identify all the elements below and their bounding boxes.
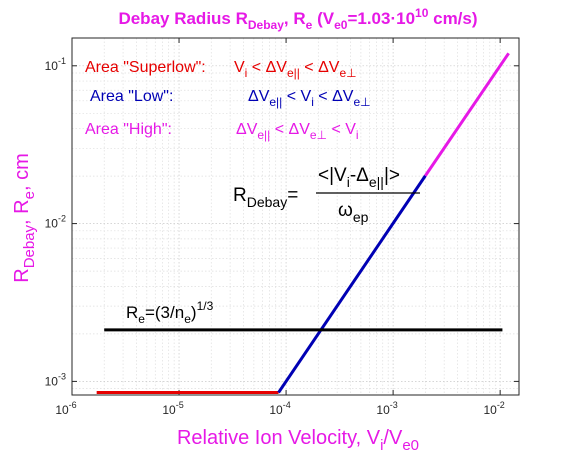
debay-formula-numerator: <|Vi-Δe|||> [318,165,400,190]
annotation-low: Area "Low": [90,88,173,105]
y-tick-label: 10-2 [45,214,66,231]
annotation-superlow: Area "Superlow": [85,59,206,76]
annotation-high-cond: ΔVe|| < ΔVe⊥ < Vi [236,121,359,142]
debay-formula: RDebay= <|Vi-Δe|||> ωep [233,165,420,225]
y-tick-label: 10-3 [45,371,66,388]
series-line-3 [424,52,510,177]
annotation-low-cond: ΔVe|| < Vi < ΔVe⊥ [248,88,371,109]
x-axis-label: Relative Ion Velocity, Vi/Ve0 [177,427,419,454]
y-axis-label: RDebay, Re, cm [11,153,38,283]
y-tick-label: 10-1 [45,56,66,73]
plot-grid [71,38,519,395]
re-formula: Re=(3/ne)1/3 [126,299,214,326]
plot-frame [71,37,520,396]
axis-ticks: 10-6 10-5 10-4 10-3 10-2 10-3 10-2 10-1 [45,38,519,417]
chart-title: Debay Radius RDebay, Re (Ve0=1.03·1010 c… [118,6,477,32]
x-tick-label: 10-5 [162,400,183,417]
x-tick-label: 10-4 [269,400,290,417]
x-tick-label: 10-2 [483,400,504,417]
x-tick-label: 10-3 [376,400,397,417]
series-line-2 [277,174,427,394]
annotation-high: Area "High": [85,121,172,138]
series-group [96,52,510,395]
debay-formula-lhs: RDebay= [233,185,298,210]
x-tick-label: 10-6 [55,400,76,417]
annotation-superlow-cond: Vi < ΔVe|| < ΔVe⊥ [234,59,357,80]
debay-formula-denominator: ωep [338,200,369,225]
